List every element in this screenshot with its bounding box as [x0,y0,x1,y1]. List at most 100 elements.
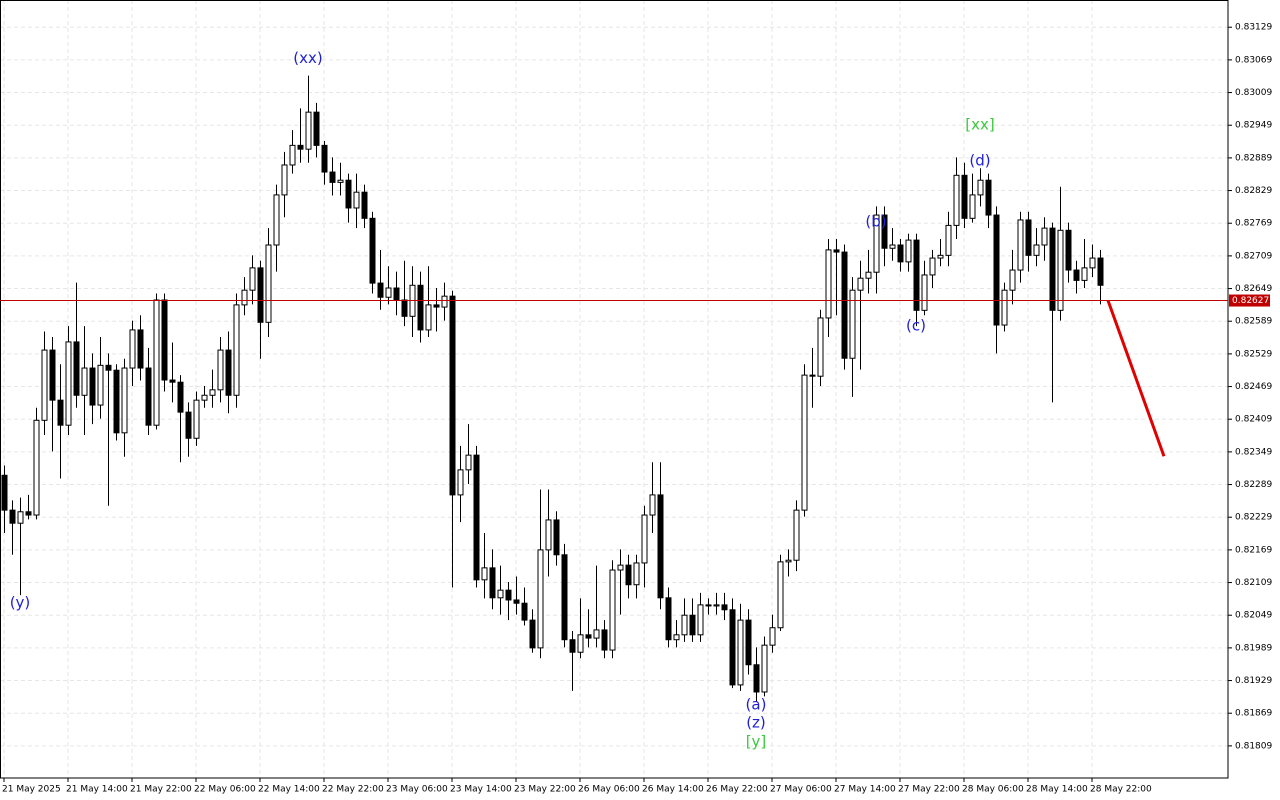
candle-body [65,341,72,426]
candle-body [665,597,672,641]
candle-body [161,299,168,381]
x-tick-label: 26 May 14:00 [642,785,704,795]
candle-body [1089,257,1096,269]
candle-body [889,244,896,249]
candle-body [97,364,104,406]
candle-body [129,329,136,369]
candle-body [193,399,200,439]
candle-body [945,224,952,256]
candle-body [465,454,472,471]
candle-body [537,549,544,649]
wave-label: (xx) [293,49,322,67]
candle-body [849,289,856,359]
candle-body [473,454,480,581]
price-label: 0.82627 [1232,296,1269,306]
candle-body [305,111,312,150]
candle-body [561,554,568,641]
candle-body [513,599,520,604]
x-tick-label: 22 May 06:00 [194,785,256,795]
candle-body [961,174,968,219]
candle-body [505,589,512,601]
y-tick-label: 0.82469 [1235,382,1272,392]
wave-label: (c) [906,317,926,335]
candle-body [905,239,912,263]
candle-body [969,194,976,219]
y-tick-label: 0.82589 [1235,317,1272,327]
candle-body [329,171,336,183]
candle-body [273,194,280,246]
wave-label: (y) [10,594,31,612]
x-tick-label: 27 May 06:00 [770,785,832,795]
wave-label: (b) [865,213,886,231]
candle-body [529,619,536,649]
y-tick-label: 0.83009 [1235,88,1272,98]
y-tick-label: 0.82709 [1235,251,1272,261]
candle-body [497,589,504,599]
y-tick-label: 0.81809 [1235,741,1272,751]
candle-body [897,244,904,263]
candle-body [649,494,656,516]
candle-body [793,509,800,561]
candle-body [753,664,760,693]
y-tick-label: 0.82349 [1235,447,1272,457]
candle-body [953,174,960,226]
candle-body [41,349,48,421]
candle-body [577,634,584,653]
candle-body [857,277,864,291]
candle-body [713,604,720,607]
candle-body [345,179,352,209]
candle-body [297,144,304,150]
candle-body [641,514,648,564]
candle-body [217,349,224,391]
candle-body [841,251,848,359]
candle-body [1017,219,1024,271]
candle-body [633,562,640,586]
candle-body [385,287,392,298]
candle-body [313,111,320,146]
candle-body [977,179,984,196]
candle-body [921,274,928,311]
candle-body [321,144,328,173]
y-tick-label: 0.82289 [1235,480,1272,490]
wave-label: (a) [746,696,767,714]
candle-body [569,639,576,653]
y-tick-label: 0.83069 [1235,55,1272,65]
candle-body [777,561,784,629]
y-tick-label: 0.82169 [1235,545,1272,555]
candle-body [449,295,456,496]
x-tick-label: 26 May 06:00 [578,785,640,795]
candle-body [801,374,808,511]
candle-body [425,304,432,331]
candle-body [833,249,840,253]
y-tick-label: 0.82049 [1235,611,1272,621]
candle-body [105,364,112,371]
candle-body [673,634,680,641]
candle-body [57,399,64,426]
x-tick-label: 28 May 14:00 [1026,785,1088,795]
candle-body [33,419,40,516]
candle-body [881,214,888,249]
candle-body [625,564,632,586]
y-tick-label: 0.82229 [1235,513,1272,523]
candle-body [617,564,624,571]
candle-body [377,282,384,298]
y-tick-label: 0.82769 [1235,219,1272,229]
candle-body [985,179,992,216]
candle-body [1033,244,1040,256]
x-tick-label: 23 May 06:00 [386,785,448,795]
y-tick-label: 0.81989 [1235,643,1272,653]
wave-label: [y] [746,733,767,751]
candle-body [769,627,776,646]
candle-body [737,619,744,686]
candle-body [417,284,424,331]
candle-body [17,511,24,524]
candle-body [1025,219,1032,256]
y-tick-label: 0.82889 [1235,153,1272,163]
candle-body [369,217,376,284]
x-tick-label: 26 May 22:00 [706,785,768,795]
candle-body [25,511,32,516]
x-tick-label: 23 May 14:00 [450,785,512,795]
candle-body [433,304,440,308]
